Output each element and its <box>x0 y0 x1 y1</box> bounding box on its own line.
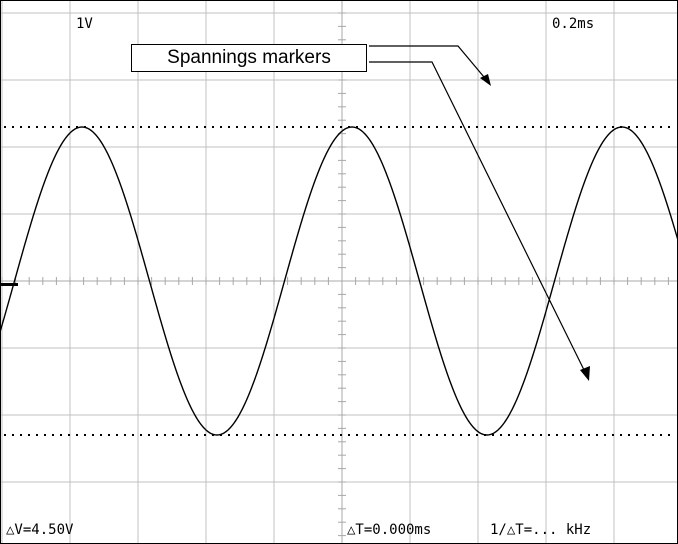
sine-trace <box>0 126 678 436</box>
time-per-div-readout: 0.2ms <box>552 16 595 32</box>
arrowhead-lower <box>580 366 590 381</box>
ground-level-indicator <box>0 283 18 286</box>
arrowhead-upper <box>480 74 491 86</box>
delta-time-readout: △T=0.000ms <box>347 522 432 538</box>
leader-line-upper <box>369 45 490 84</box>
volts-per-div-readout: 1V <box>76 16 93 32</box>
annotation-label: Spannings markers <box>131 44 367 72</box>
frequency-readout: 1/△T=... kHz <box>490 522 592 538</box>
annotation-arrows <box>369 45 590 381</box>
delta-voltage-readout: △V=4.50V <box>6 522 74 538</box>
leader-line-lower <box>369 61 588 377</box>
